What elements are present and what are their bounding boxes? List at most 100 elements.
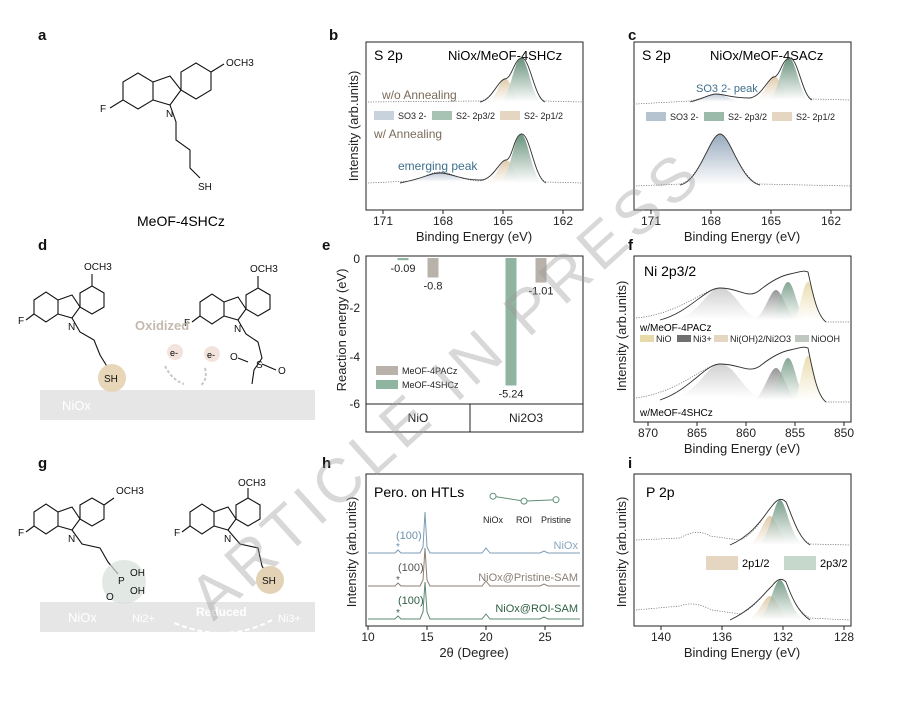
- e-category: Ni2O3: [509, 411, 543, 425]
- b-xtick: 171: [373, 214, 393, 228]
- fluorine-label: F: [100, 104, 106, 115]
- g-p: P: [118, 576, 125, 587]
- d-substrate-label: NiOx: [62, 398, 91, 413]
- inset-point-niox: [489, 492, 497, 500]
- g-f-right: F: [174, 528, 180, 539]
- f-title: Ni 2p3/2: [644, 263, 696, 279]
- b-title: S 2p: [374, 47, 403, 63]
- d-och3-right: OCH3: [250, 264, 278, 275]
- b-xlabel: Binding Energy (eV): [416, 229, 532, 244]
- e-legend-swatch: [376, 366, 398, 375]
- inset-point-roi: [520, 497, 528, 505]
- g-n-right: N: [224, 534, 231, 545]
- h-curve-label: NiOx@ROI-SAM: [495, 603, 578, 615]
- panel-f: f Ni 2p3/2 Intensity (arb.units) 870 865…: [614, 237, 854, 456]
- c-legend-swatch: [646, 112, 666, 121]
- bar-data-label: -0.8: [424, 280, 443, 292]
- b-sample: NiOx/MeOF-4SHCz: [448, 48, 562, 63]
- g-thiol-highlight: [256, 566, 284, 594]
- f-xtick: 865: [687, 426, 707, 440]
- c-xtick: 168: [701, 214, 721, 228]
- f-curve-top: w/MeOF-4PACz: [639, 323, 712, 334]
- f-curve-bottom: w/MeOF-4SHCz: [639, 408, 713, 419]
- panel-label-a: a: [38, 27, 47, 44]
- c-xtick: 165: [761, 214, 781, 228]
- panel-i: i P 2p Intensity (arb.units) 140 136 132…: [614, 455, 854, 660]
- c-sample: NiOx/MeOF-4SACz: [710, 48, 823, 63]
- e-ylabel: Reaction energy (eV): [334, 269, 349, 392]
- nio-substrate: [40, 390, 315, 420]
- f-xtick: 860: [736, 426, 756, 440]
- b-annotation: emerging peak: [398, 159, 478, 173]
- h-inset-label: Pristine: [541, 515, 571, 525]
- e-legend-pacz: MeOF-4PACz: [402, 366, 458, 376]
- molecule-pa: OCH3 F N P OH OH O: [18, 486, 146, 604]
- i-ylabel: Intensity (arb.units): [614, 497, 629, 608]
- f-legend-swatch: [795, 335, 809, 342]
- e-legend-swatch: [376, 380, 398, 389]
- panel-label-c: c: [628, 27, 636, 44]
- electron-arrow: [199, 367, 207, 387]
- f-legend-swatch: [677, 335, 691, 342]
- e-legend-shcz: MeOF-4SHCz: [402, 380, 459, 390]
- c-xtick: 162: [821, 214, 841, 228]
- h-xtick: 25: [538, 630, 552, 644]
- h-peak-label: (100): [398, 595, 424, 607]
- b-legend-s12: S2- 2p1/2: [524, 111, 563, 121]
- e-category: NiO: [408, 411, 429, 425]
- g-sh-right: SH: [262, 576, 276, 587]
- d-f-right: F: [184, 318, 190, 329]
- e-ytick: -6: [349, 397, 360, 411]
- thiol-label: SH: [198, 182, 212, 193]
- thiol-highlight: [98, 364, 126, 392]
- d-n-right: N: [234, 324, 241, 335]
- d-och3-left: OCH3: [84, 262, 112, 273]
- f-xtick: 850: [834, 426, 854, 440]
- c-legend-s32: S2- 2p3/2: [728, 112, 767, 122]
- g-ni3: Ni3+: [278, 613, 301, 625]
- f-legend-swatch: [714, 335, 728, 342]
- i-legend-32: 2p3/2: [820, 558, 848, 570]
- legend-swatch-so3: [374, 111, 394, 120]
- h-xtick: 15: [420, 630, 434, 644]
- och3-label: OCH3: [226, 58, 254, 69]
- e-ytick: -4: [349, 350, 360, 364]
- f-legend-nio: NiO: [656, 334, 672, 344]
- c-legend-s12: S2- 2p1/2: [796, 112, 835, 122]
- molecule-sh: OCH3 F N SH: [174, 478, 284, 594]
- bar-meof-4pacz-ni2o3: [535, 258, 547, 283]
- d-electron: e-: [207, 350, 215, 360]
- legend-swatch-s32: [432, 111, 452, 120]
- molecule-name: MeOF-4SHCz: [137, 213, 225, 229]
- f-ylabel: Intensity (arb.units): [614, 281, 629, 392]
- i-xtick: 136: [712, 630, 732, 644]
- h-inset-plot: [489, 492, 560, 505]
- bar-data-label: -1.01: [528, 286, 553, 298]
- h-inset-label: NiOx: [483, 515, 503, 525]
- h-inset-label: ROI: [516, 515, 532, 525]
- panel-label-d: d: [38, 237, 47, 254]
- b-legend-s32: S2- 2p3/2: [456, 111, 495, 121]
- d-electron: e-: [170, 348, 178, 358]
- c-legend-so3: SO3 2-: [670, 112, 699, 122]
- i-xtick: 128: [834, 630, 854, 644]
- b-curve-bottom: w/ Annealing: [373, 127, 442, 141]
- reduce-arrow: [171, 619, 273, 634]
- panel-b: b S 2p NiOx/MeOF-4SHCz Intensity (arb.un…: [329, 27, 584, 244]
- g-oh2: OH: [130, 586, 145, 597]
- legend-swatch-s12: [500, 111, 520, 120]
- inset-point-pristine: [552, 496, 560, 504]
- panel-g: g NiOx Ni2+ Ni3+ Reduced OCH3 F N P OH O…: [18, 455, 315, 634]
- h-peak-label: (100): [398, 562, 424, 574]
- c-legend-swatch: [772, 112, 792, 121]
- i-xtick: 132: [773, 630, 793, 644]
- d-oxidized: Oxidized: [135, 318, 189, 333]
- panel-label-e: e: [322, 237, 330, 254]
- g-substrate: [40, 602, 315, 632]
- molecule-right: OCH3 F N S O O: [184, 264, 286, 385]
- h-xlabel: 2θ (Degree): [439, 645, 508, 660]
- e-bars: -0.09 -0.8 -5.24 -1.01: [390, 258, 554, 401]
- f-legend-swatch: [640, 335, 654, 342]
- i-legend-swatch: [784, 556, 816, 570]
